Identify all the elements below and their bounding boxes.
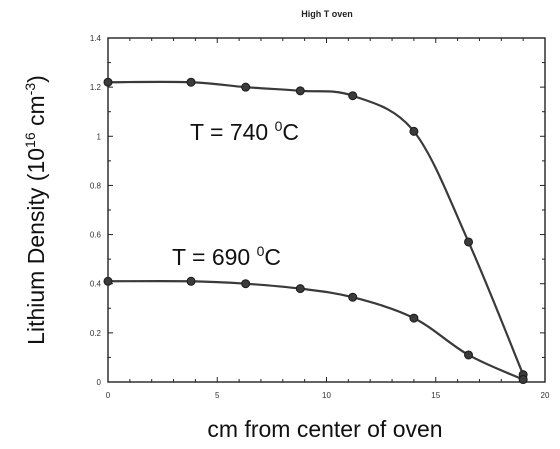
y-tick-label: 1.4 bbox=[90, 34, 102, 43]
data-point-0-6 bbox=[464, 237, 474, 247]
y-tick-label: 1 bbox=[97, 132, 102, 141]
annotation-740: T = 740 0C bbox=[190, 118, 299, 145]
data-point-1-6 bbox=[464, 350, 474, 360]
data-point-1-1 bbox=[186, 276, 196, 286]
data-point-1-3 bbox=[295, 284, 305, 294]
data-point-0-1 bbox=[186, 77, 196, 87]
y-tick-label: 0.8 bbox=[90, 181, 102, 190]
data-point-1-4 bbox=[348, 292, 358, 302]
x-axis-ticks: 0 5 10 15 20 bbox=[106, 38, 550, 400]
y-tick-label: 0 bbox=[97, 378, 102, 387]
x-tick-label: 0 bbox=[106, 391, 111, 400]
data-point-0-3 bbox=[295, 86, 305, 96]
y-tick-label: 1.2 bbox=[90, 83, 102, 92]
x-tick-label: 15 bbox=[431, 391, 440, 400]
series-line-1 bbox=[107, 279, 524, 381]
data-point-1-5 bbox=[409, 313, 419, 323]
x-tick-label: 5 bbox=[215, 391, 220, 400]
y-tick-label: 0.2 bbox=[90, 329, 102, 338]
chart-title: High T oven bbox=[301, 9, 353, 19]
y-tick-label: 0.4 bbox=[90, 280, 102, 289]
data-point-0-4 bbox=[348, 91, 358, 101]
x-tick-label: 10 bbox=[322, 391, 331, 400]
data-point-1-7 bbox=[518, 375, 528, 385]
plot-frame bbox=[107, 37, 546, 383]
data-point-0-0 bbox=[103, 77, 113, 87]
y-axis-label: Lithium Density (1016 cm-3) bbox=[22, 75, 49, 345]
series-line-0 bbox=[107, 80, 525, 376]
annotation-690: T = 690 0C bbox=[172, 243, 281, 270]
data-point-0-5 bbox=[409, 126, 419, 136]
data-point-1-0 bbox=[103, 276, 113, 286]
x-tick-label: 20 bbox=[541, 391, 550, 400]
y-tick-label: 0.6 bbox=[90, 231, 102, 240]
data-point-1-2 bbox=[241, 279, 251, 289]
y-axis-ticks: 0 0.2 0.4 0.6 0.8 1 1.2 1.4 bbox=[90, 34, 545, 387]
series-group bbox=[103, 77, 528, 385]
x-axis-label: cm from center of oven bbox=[207, 416, 442, 442]
data-point-0-2 bbox=[241, 82, 251, 92]
